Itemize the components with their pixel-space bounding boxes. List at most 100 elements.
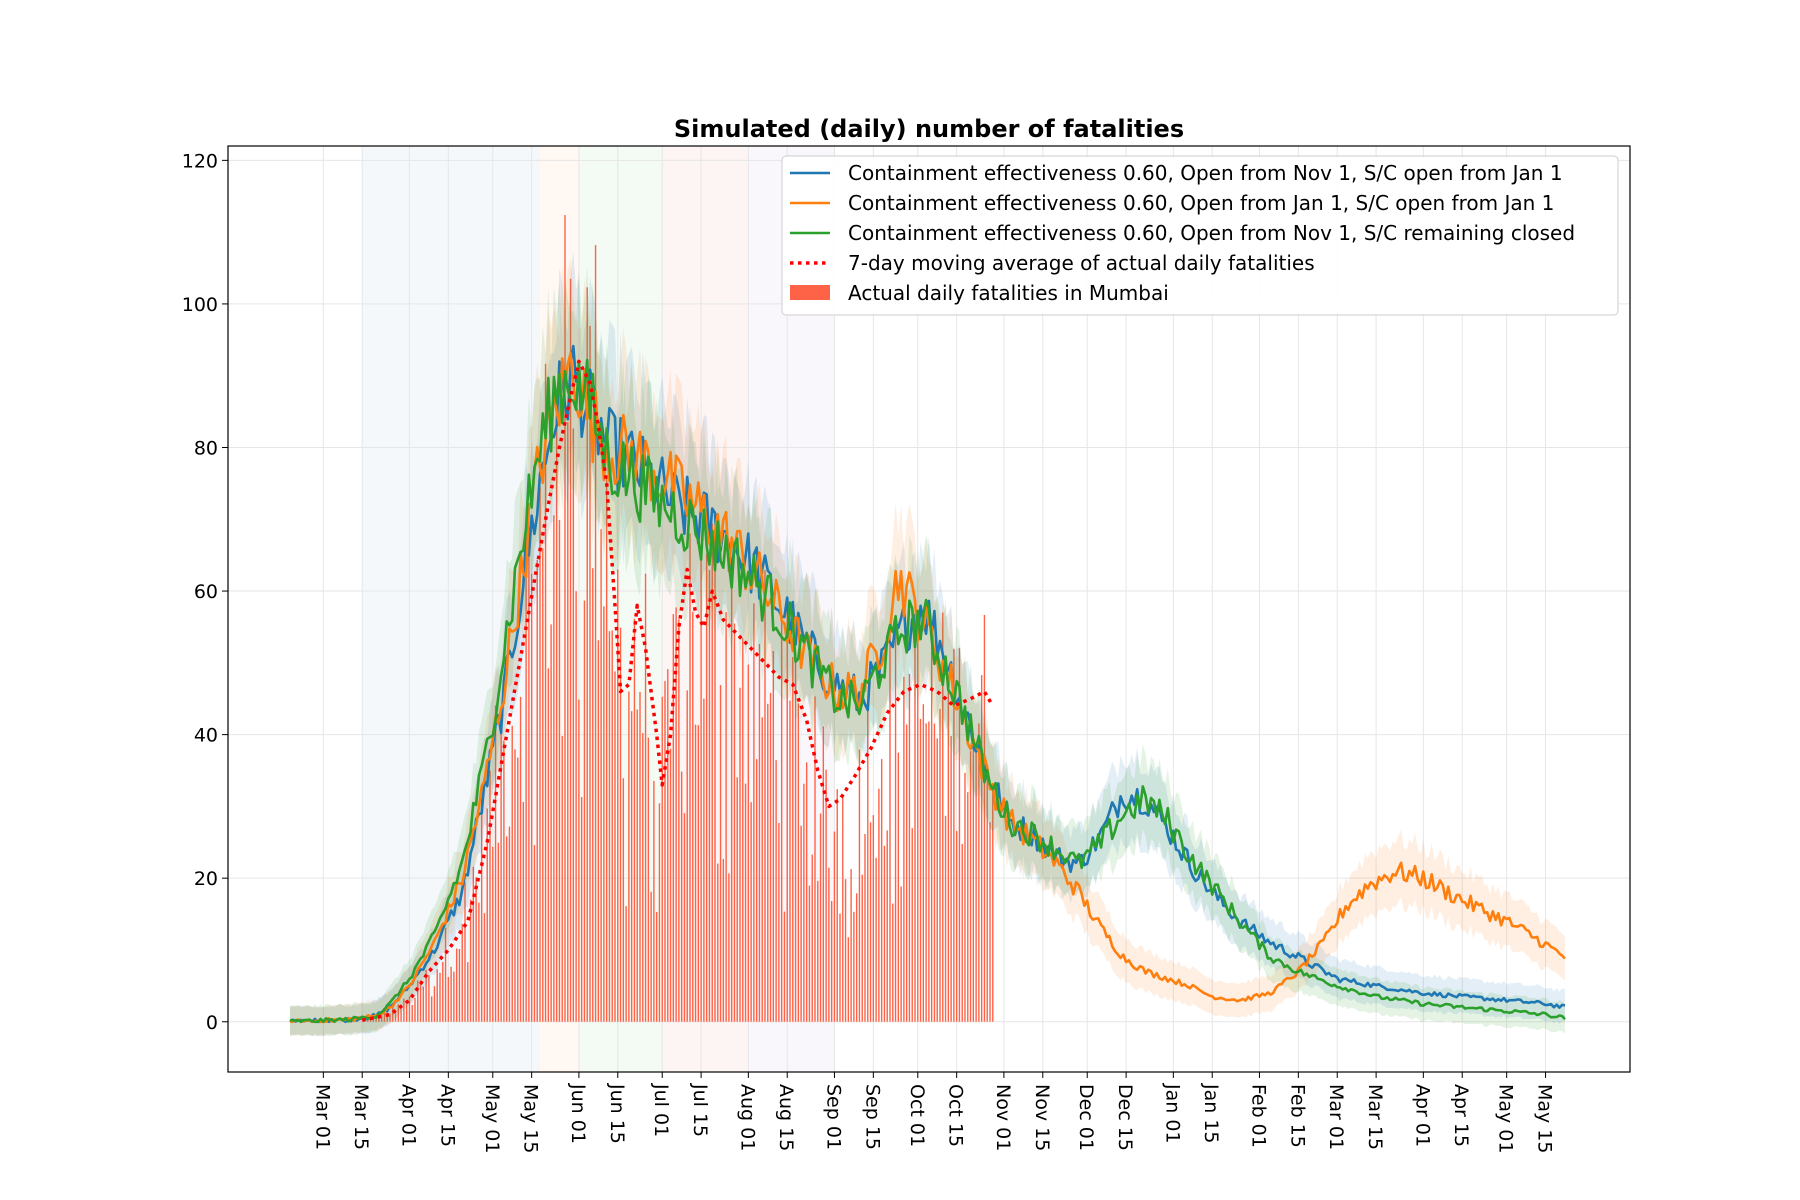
fatality-bar xyxy=(964,772,966,1022)
fatality-bar xyxy=(697,725,700,1022)
fatality-bar xyxy=(847,937,850,1022)
fatality-bar xyxy=(586,287,588,1022)
fatality-bar xyxy=(575,591,577,1022)
fatality-bar xyxy=(975,744,977,1022)
fatality-bar xyxy=(639,691,641,1022)
fatality-bar xyxy=(753,603,755,1022)
fatality-bar xyxy=(483,913,486,1022)
fatality-bar xyxy=(961,843,963,1022)
fatality-bar xyxy=(619,627,622,1022)
fatality-bar xyxy=(944,815,947,1022)
shaded-period-1 xyxy=(362,146,540,1072)
fatality-bar xyxy=(778,822,780,1022)
fatality-bar xyxy=(730,577,733,1022)
fatality-bar xyxy=(728,873,730,1022)
fatality-bar xyxy=(633,618,636,1022)
x-tick-label: Aug 01 xyxy=(736,1084,758,1151)
fatality-bar xyxy=(811,854,813,1022)
fatality-bar xyxy=(717,863,719,1022)
x-tick-label: Jul 15 xyxy=(689,1083,711,1137)
fatality-bar xyxy=(917,619,919,1022)
x-tick-label: Oct 15 xyxy=(945,1084,967,1147)
fatality-bar xyxy=(558,519,561,1022)
fatality-bar xyxy=(880,759,883,1022)
fatality-bar xyxy=(833,831,836,1022)
fatality-bar xyxy=(736,777,738,1022)
fatality-bar xyxy=(375,1017,377,1022)
fatality-bar xyxy=(661,696,663,1022)
fatality-bar xyxy=(992,786,994,1022)
fatality-bar xyxy=(553,515,555,1022)
y-tick-label: 20 xyxy=(194,868,218,890)
legend-label-4: 7-day moving average of actual daily fat… xyxy=(848,251,1315,275)
fatality-bar xyxy=(922,704,925,1022)
fatality-bar xyxy=(886,830,888,1022)
fatality-bar xyxy=(444,927,447,1022)
fatality-bar xyxy=(583,600,586,1022)
x-tick-label: Mar 15 xyxy=(350,1084,372,1150)
fatality-bar xyxy=(936,738,938,1022)
fatality-bar xyxy=(958,648,961,1022)
y-tick-label: 80 xyxy=(194,437,218,459)
fatality-bar xyxy=(722,859,725,1022)
y-tick-label: 100 xyxy=(182,294,218,316)
fatality-bar xyxy=(464,882,466,1022)
fatality-bar xyxy=(630,711,633,1022)
fatality-bar xyxy=(767,703,769,1022)
fatality-bar xyxy=(430,996,433,1022)
x-tick-label: Dec 01 xyxy=(1075,1084,1097,1151)
fatality-bar xyxy=(544,363,547,1022)
fatality-bar xyxy=(436,969,438,1022)
fatality-bar xyxy=(883,845,886,1022)
fatality-bar xyxy=(705,553,708,1022)
fatality-bar xyxy=(511,725,513,1022)
fatality-bar xyxy=(467,962,469,1022)
fatality-bar xyxy=(980,675,983,1022)
fatality-bar xyxy=(836,789,838,1022)
fatality-bar xyxy=(380,1013,383,1022)
fatality-bar xyxy=(928,721,930,1022)
fatality-bar xyxy=(605,476,608,1022)
fatality-bar xyxy=(542,548,544,1022)
fatality-bar xyxy=(514,749,516,1022)
fatality-bar xyxy=(933,723,936,1022)
fatality-bar xyxy=(680,771,683,1022)
fatality-bar xyxy=(480,798,483,1022)
fatality-bar xyxy=(969,751,972,1022)
fatality-bar xyxy=(750,802,752,1022)
x-tick-label: Sep 15 xyxy=(861,1084,883,1150)
fatality-bar xyxy=(472,866,475,1022)
fatality-bar xyxy=(930,640,933,1022)
fatality-bar xyxy=(503,740,505,1022)
y-tick-label: 120 xyxy=(182,150,218,172)
legend-label-2: Containment effectiveness 0.60, Open fro… xyxy=(848,191,1554,215)
x-tick-label: May 15 xyxy=(1534,1084,1556,1154)
fatality-bar xyxy=(536,559,538,1022)
fatality-bar xyxy=(794,654,797,1022)
fatality-bar xyxy=(989,822,991,1022)
fatality-bar xyxy=(628,691,630,1022)
fatality-bar xyxy=(844,879,847,1022)
legend-label-3: Containment effectiveness 0.60, Open fro… xyxy=(848,221,1575,245)
fatality-bar xyxy=(733,623,736,1022)
fatality-bar xyxy=(797,703,800,1022)
fatality-bar xyxy=(953,648,955,1022)
x-tick-label: Oct 01 xyxy=(906,1084,928,1147)
fatality-bar xyxy=(822,726,825,1022)
fatality-bar xyxy=(805,762,808,1022)
fatality-bar xyxy=(450,966,452,1022)
fatality-bar xyxy=(689,533,691,1022)
fatality-bar xyxy=(405,1004,408,1022)
fatality-bar xyxy=(408,996,411,1022)
fatality-bar xyxy=(611,630,613,1022)
fatality-bar xyxy=(786,597,788,1022)
x-tick-label: May 01 xyxy=(481,1084,503,1154)
fatality-bar xyxy=(769,692,772,1022)
fatality-bar xyxy=(617,569,619,1022)
line-series xyxy=(289,344,1566,1024)
x-tick-label: Apr 01 xyxy=(1411,1084,1433,1147)
fatality-bar xyxy=(667,669,669,1022)
fatality-bar xyxy=(814,696,816,1022)
fatality-bar xyxy=(505,836,508,1022)
